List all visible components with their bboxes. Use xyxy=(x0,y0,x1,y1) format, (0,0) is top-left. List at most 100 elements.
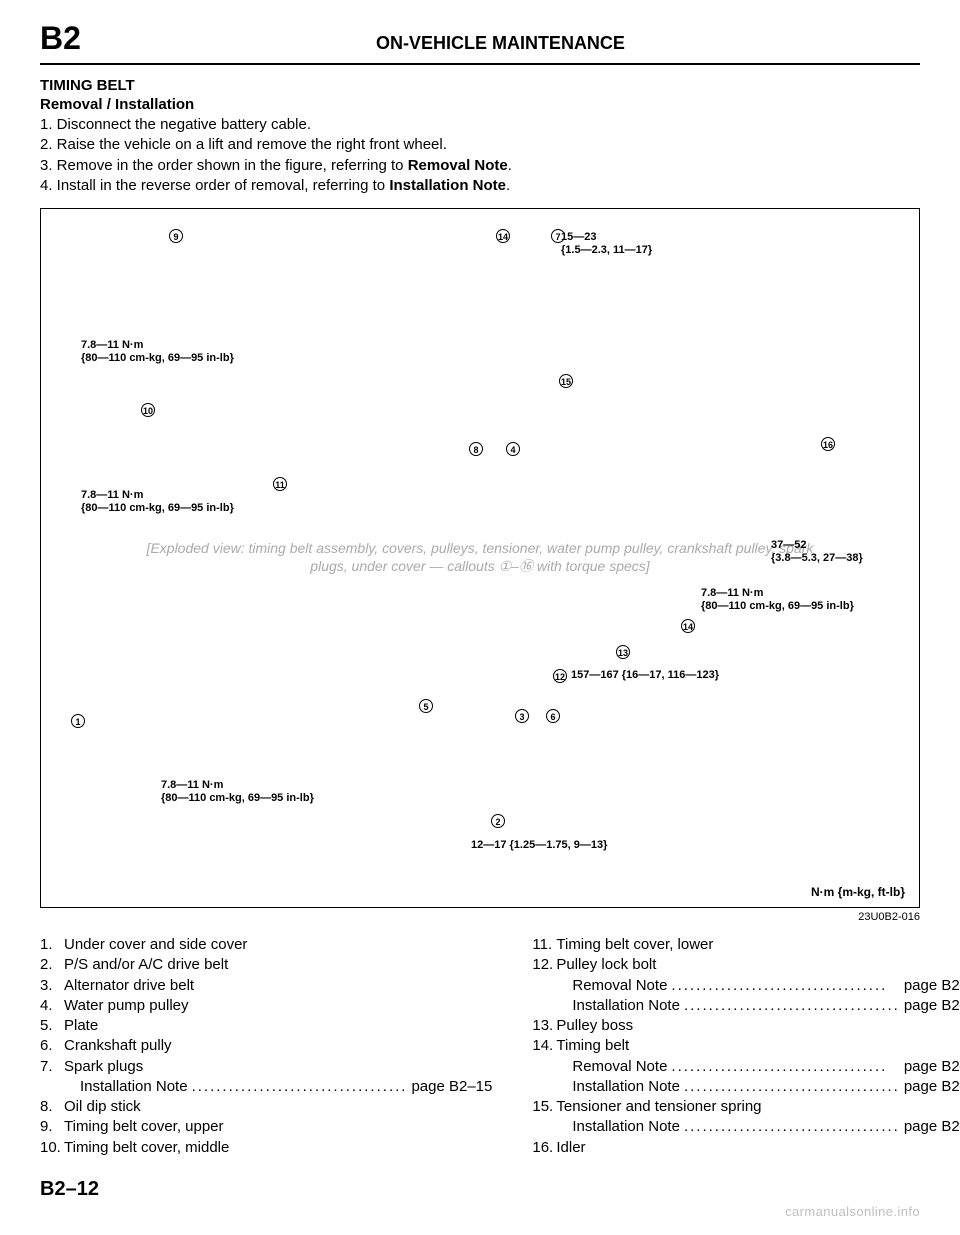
torque-label: 7.8—11 N·m{80—110 cm-kg, 69—95 in-lb} xyxy=(81,339,234,364)
parts-col-left: 1.Under cover and side cover2.P/S and/or… xyxy=(40,935,492,1158)
parts-item-number: 8. xyxy=(40,1097,64,1117)
parts-item: 1.Under cover and side cover xyxy=(40,935,492,955)
torque-label: 15—23{1.5—2.3, 11—17} xyxy=(561,231,652,256)
parts-item-text: Oil dip stick xyxy=(64,1097,141,1117)
parts-subnote-page: page B2–13 xyxy=(904,976,960,996)
leader-dots: ................................... xyxy=(680,1117,904,1137)
parts-subnote-page: page B2–14 xyxy=(904,996,960,1016)
parts-item: 15.Tensioner and tensioner spring xyxy=(532,1097,960,1117)
parts-item-text: Idler xyxy=(556,1138,585,1158)
parts-item: 2.P/S and/or A/C drive belt xyxy=(40,955,492,975)
callout-number: 12 xyxy=(553,669,567,683)
figure-reference: 23U0B2-016 xyxy=(40,911,920,923)
parts-item-number: 14. xyxy=(532,1036,556,1056)
parts-subnote-page: page B2–13 xyxy=(904,1057,960,1077)
parts-item-number: 7. xyxy=(40,1057,64,1077)
parts-subnote-label: Removal Note xyxy=(572,1057,667,1077)
parts-item-number: 4. xyxy=(40,996,64,1016)
torque-label: 157—167 {16—17, 116—123} xyxy=(571,669,719,682)
leader-dots: ................................... xyxy=(680,1077,904,1097)
parts-list: 1.Under cover and side cover2.P/S and/or… xyxy=(40,935,920,1158)
parts-item-text: Timing belt cover, lower xyxy=(556,935,713,955)
torque-label: 7.8—11 N·m{80—110 cm-kg, 69—95 in-lb} xyxy=(701,587,854,612)
callout-number: 16 xyxy=(821,437,835,451)
step-3-bold: Removal Note xyxy=(408,157,508,174)
step-3: 3. Remove in the order shown in the figu… xyxy=(40,156,920,176)
parts-subnote: Removal Note............................… xyxy=(532,1057,960,1077)
parts-item: 3.Alternator drive belt xyxy=(40,976,492,996)
parts-col-right: 11.Timing belt cover, lower12.Pulley loc… xyxy=(532,935,960,1158)
step-4-text: 4. Install in the reverse order of remov… xyxy=(40,177,389,194)
parts-item-text: Timing belt cover, middle xyxy=(64,1138,229,1158)
section-title: ON-VEHICLE MAINTENANCE xyxy=(81,33,920,54)
parts-item-text: Timing belt cover, upper xyxy=(64,1117,224,1137)
parts-item: 13.Pulley boss xyxy=(532,1016,960,1036)
leader-dots: ................................... xyxy=(667,1057,903,1077)
callout-number: 11 xyxy=(273,477,287,491)
parts-item-number: 2. xyxy=(40,955,64,975)
callout-number: 15 xyxy=(559,374,573,388)
torque-label: 7.8—11 N·m{80—110 cm-kg, 69—95 in-lb} xyxy=(161,779,314,804)
torque-label: 7.8—11 N·m{80—110 cm-kg, 69—95 in-lb} xyxy=(81,489,234,514)
leader-dots: ................................... xyxy=(188,1077,412,1097)
parts-subnote: Installation Note.......................… xyxy=(40,1077,492,1097)
parts-item: 16.Idler xyxy=(532,1138,960,1158)
page-number: B2–12 xyxy=(40,1178,920,1201)
callout-number: 7 xyxy=(551,229,565,243)
parts-subnote-page: page B2–14 xyxy=(904,1077,960,1097)
callout-number: 14 xyxy=(496,229,510,243)
parts-item-number: 16. xyxy=(532,1138,556,1158)
parts-item-text: Tensioner and tensioner spring xyxy=(556,1097,761,1117)
parts-item-text: Crankshaft pully xyxy=(64,1036,172,1056)
step-4: 4. Install in the reverse order of remov… xyxy=(40,176,920,196)
step-2: 2. Raise the vehicle on a lift and remov… xyxy=(40,135,920,155)
step-4-bold: Installation Note xyxy=(389,177,506,194)
subsection-title: TIMING BELT xyxy=(40,77,920,94)
parts-item: 9.Timing belt cover, upper xyxy=(40,1117,492,1137)
parts-item: 11.Timing belt cover, lower xyxy=(532,935,960,955)
parts-item: 6.Crankshaft pully xyxy=(40,1036,492,1056)
torque-label: 12—17 {1.25—1.75, 9—13} xyxy=(471,839,607,852)
parts-subnote-label: Installation Note xyxy=(572,996,680,1016)
parts-item-text: Spark plugs xyxy=(64,1057,143,1077)
parts-item-number: 15. xyxy=(532,1097,556,1117)
callout-number: 6 xyxy=(546,709,560,723)
header-bar: B2 ON-VEHICLE MAINTENANCE xyxy=(40,20,920,65)
callout-number: 4 xyxy=(506,442,520,456)
parts-item-text: Plate xyxy=(64,1016,98,1036)
callout-number: 13 xyxy=(616,645,630,659)
section-code: B2 xyxy=(40,20,81,57)
parts-subnote: Removal Note............................… xyxy=(532,976,960,996)
parts-item-text: P/S and/or A/C drive belt xyxy=(64,955,228,975)
parts-item: 10.Timing belt cover, middle xyxy=(40,1138,492,1158)
leader-dots: ................................... xyxy=(667,976,903,996)
parts-subnote-label: Removal Note xyxy=(572,976,667,996)
parts-item: 14.Timing belt xyxy=(532,1036,960,1056)
parts-subnote-page: page B2–15 xyxy=(411,1077,492,1097)
parts-item: 4.Water pump pulley xyxy=(40,996,492,1016)
diagram-container: [Exploded view: timing belt assembly, co… xyxy=(40,208,920,908)
parts-item-number: 3. xyxy=(40,976,64,996)
parts-item-number: 13. xyxy=(532,1016,556,1036)
parts-item-number: 1. xyxy=(40,935,64,955)
callout-number: 14 xyxy=(681,619,695,633)
parts-item-number: 10. xyxy=(40,1138,64,1158)
callout-number: 8 xyxy=(469,442,483,456)
leader-dots: ................................... xyxy=(680,996,904,1016)
parts-item-number: 9. xyxy=(40,1117,64,1137)
watermark: carmanualsonline.info xyxy=(785,1204,920,1219)
callout-number: 3 xyxy=(515,709,529,723)
step-1: 1. Disconnect the negative battery cable… xyxy=(40,115,920,135)
subsection-subtitle: Removal / Installation xyxy=(40,96,920,113)
parts-item-text: Water pump pulley xyxy=(64,996,189,1016)
torque-label: 37—52{3.8—5.3, 27—38} xyxy=(771,539,863,564)
parts-item-text: Timing belt xyxy=(556,1036,629,1056)
parts-item: 7.Spark plugs xyxy=(40,1057,492,1077)
parts-subnote-label: Installation Note xyxy=(572,1117,680,1137)
parts-item-text: Pulley lock bolt xyxy=(556,955,656,975)
callout-number: 10 xyxy=(141,403,155,417)
parts-item-number: 6. xyxy=(40,1036,64,1056)
callout-number: 5 xyxy=(419,699,433,713)
parts-subnote: Installation Note.......................… xyxy=(532,1117,960,1137)
parts-subnote-label: Installation Note xyxy=(572,1077,680,1097)
